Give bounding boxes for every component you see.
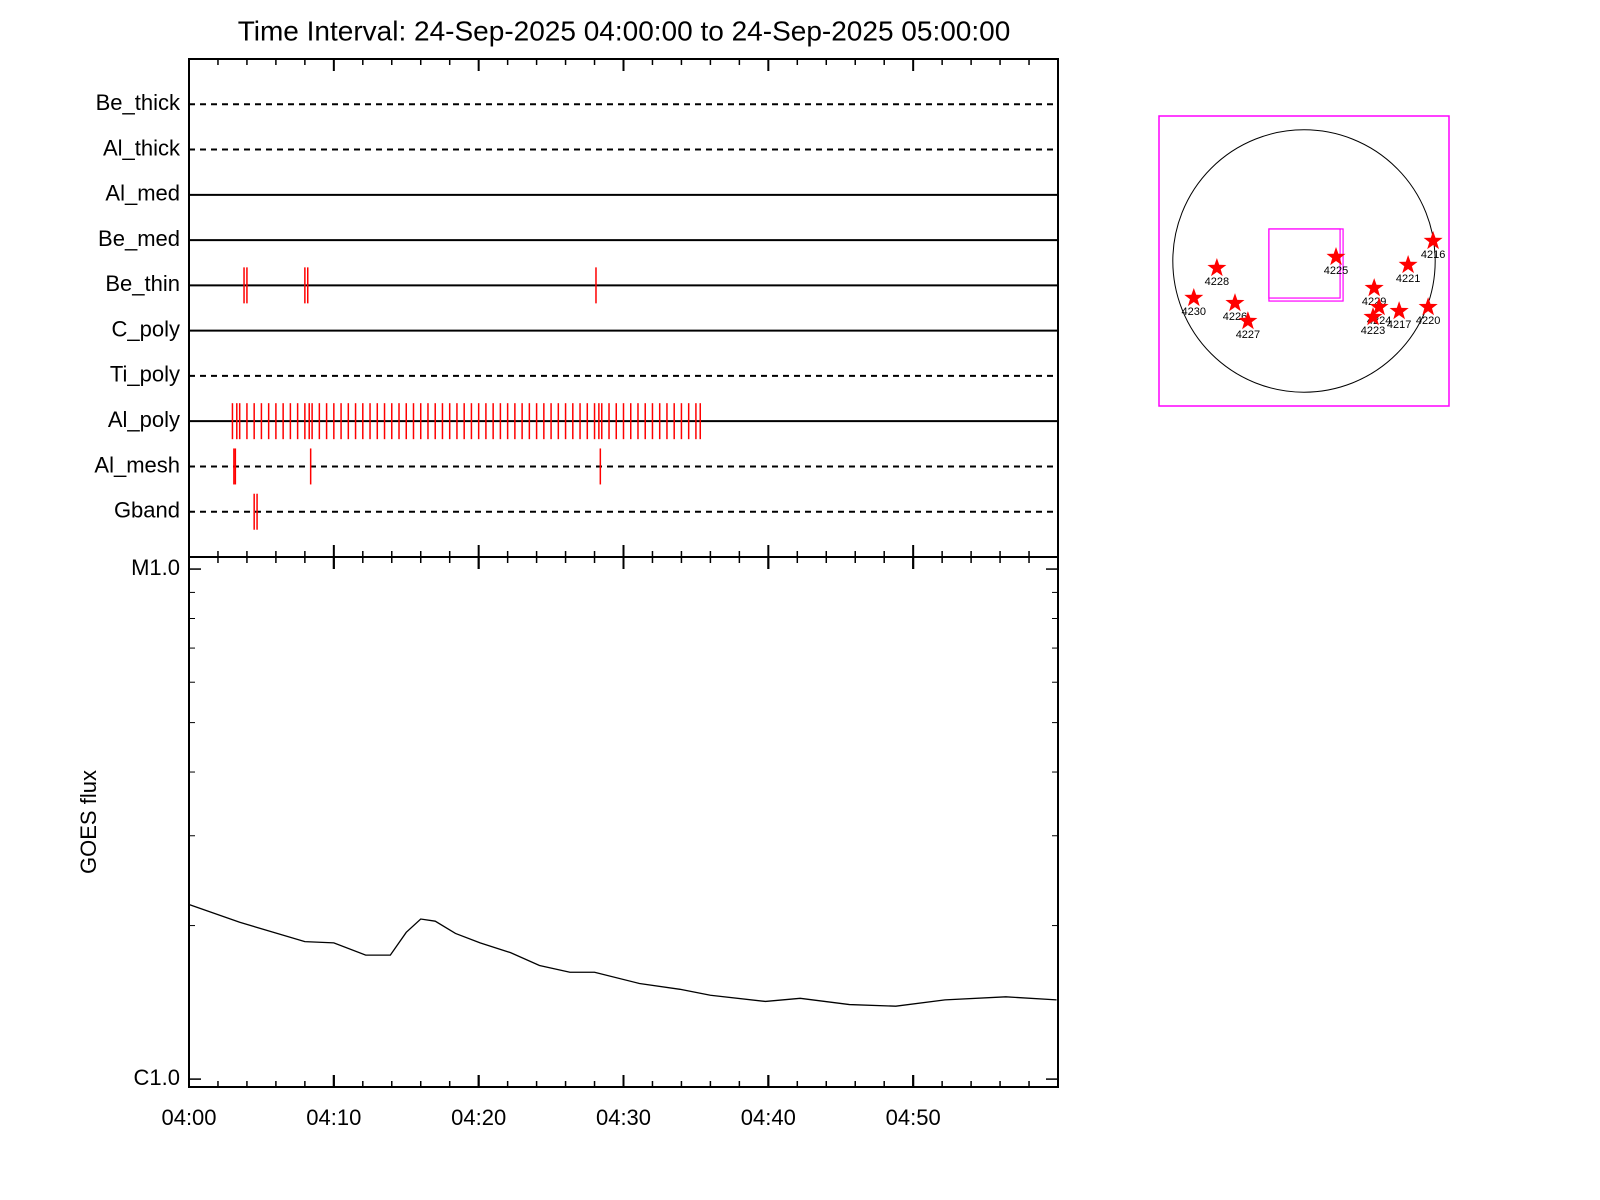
- region-label: 4216: [1421, 249, 1445, 261]
- y-tick-label: C1.0: [134, 1065, 180, 1090]
- panel-frame: [188, 58, 1059, 558]
- region-marker: [1398, 255, 1418, 274]
- x-tick-label: 04:00: [161, 1105, 216, 1130]
- region-label: 4226: [1223, 311, 1247, 323]
- y-axis-label: GOES flux: [76, 770, 101, 874]
- region-marker: [1225, 293, 1245, 312]
- row-label: Al_thick: [103, 135, 181, 160]
- region-marker: [1326, 247, 1346, 266]
- region-marker: [1363, 307, 1383, 326]
- flux-line: [188, 903, 1057, 1007]
- row-label: Al_med: [105, 181, 180, 206]
- region-label: 4220: [1416, 315, 1440, 327]
- x-tick-label: 04:30: [596, 1105, 651, 1130]
- y-tick-label: M1.0: [131, 555, 180, 580]
- region-marker: [1389, 301, 1409, 320]
- x-tick-label: 04:10: [306, 1105, 361, 1130]
- region-label: 4230: [1182, 306, 1206, 318]
- x-tick-label: 04:50: [886, 1105, 941, 1130]
- row-label: Ti_poly: [110, 362, 180, 387]
- region-label: 4225: [1324, 265, 1348, 277]
- map-frame: [1158, 115, 1450, 407]
- region-marker: [1423, 231, 1443, 250]
- row-label: Be_thick: [96, 90, 181, 115]
- region-label: 4228: [1205, 276, 1229, 288]
- region-marker: [1184, 288, 1204, 307]
- x-tick-label: 04:20: [451, 1105, 506, 1130]
- region-marker: [1364, 278, 1384, 297]
- x-tick-label: 04:40: [741, 1105, 796, 1130]
- row-label: Be_med: [98, 226, 180, 251]
- row-label: Al_poly: [108, 407, 180, 432]
- fov-box: [1268, 228, 1341, 299]
- region-marker: [1369, 297, 1389, 316]
- solar-disk: [1172, 129, 1436, 393]
- region-label: 4221: [1396, 273, 1420, 285]
- region-label: 4227: [1236, 329, 1260, 341]
- panel-frame: [188, 556, 1059, 1088]
- chart-title: Time Interval: 24-Sep-2025 04:00:00 to 2…: [238, 15, 1011, 46]
- row-label: C_poly: [112, 316, 180, 341]
- region-marker: [1418, 297, 1438, 316]
- row-label: Al_mesh: [94, 452, 180, 477]
- region-label: 4217: [1387, 319, 1411, 331]
- row-label: Be_thin: [105, 271, 180, 296]
- row-label: Gband: [114, 498, 180, 523]
- region-marker: [1238, 311, 1258, 330]
- region-marker: [1207, 258, 1227, 277]
- region-label: 4223: [1361, 325, 1385, 337]
